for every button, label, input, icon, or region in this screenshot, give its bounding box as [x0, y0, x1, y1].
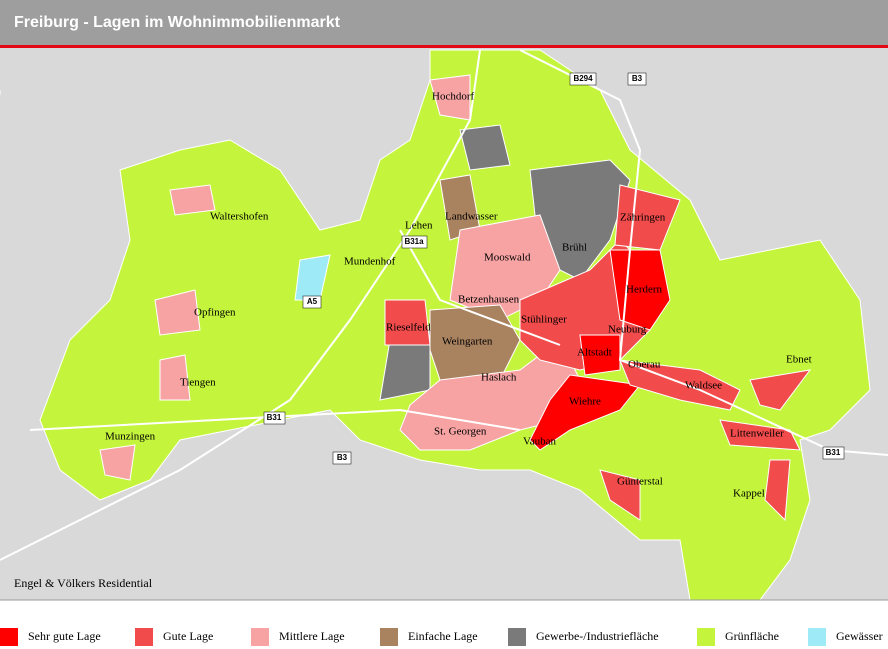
place-label: Wiehre	[569, 396, 601, 408]
legend-swatch	[808, 628, 826, 646]
road-label: B3	[337, 453, 348, 462]
road-label: B31	[826, 448, 841, 457]
credit: Engel & Völkers Residential	[14, 576, 153, 590]
road-shield	[332, 451, 352, 465]
road-shield	[401, 235, 428, 249]
place-labels: Hochdorf Waltershofen Landwasser Zähring…	[105, 91, 812, 500]
road-label: B3	[632, 74, 643, 83]
road-shield	[263, 411, 286, 425]
place-label: Betzenhausen	[458, 294, 520, 306]
place-label: Herdern	[626, 284, 663, 296]
place-label: Oberau	[628, 359, 661, 371]
legend: Sehr gute Lage Gute Lage Mittlere Lage Einf…	[0, 628, 883, 646]
legend-label: Gewerbe-/Industriefläche	[536, 629, 659, 643]
road-label: B31	[267, 413, 282, 422]
place-label: Mooswald	[484, 252, 531, 264]
place-label: Altstadt	[577, 347, 612, 359]
road-label: B294	[573, 74, 593, 83]
place-label: St. Georgen	[434, 426, 487, 438]
title: Freiburg - Lagen im Wohnimmobilienmarkt	[14, 14, 341, 31]
legend-swatch	[0, 628, 18, 646]
road-shield	[627, 72, 647, 86]
legend-label: Grünfläche	[725, 629, 779, 643]
legend-label: Einfache Lage	[408, 629, 478, 643]
road-shield	[822, 446, 845, 460]
road-shield	[569, 72, 597, 86]
place-label: Günterstal	[617, 476, 663, 488]
road-label: B31a	[404, 237, 424, 246]
place-label: Haslach	[481, 372, 517, 384]
legend-swatch	[508, 628, 526, 646]
roads	[0, 49, 888, 561]
place-label: Vauban	[523, 436, 556, 448]
place-label: Ebnet	[786, 354, 812, 366]
legend-swatch	[135, 628, 153, 646]
place-label: Stühlinger	[521, 314, 567, 326]
place-label: Landwasser	[445, 211, 498, 223]
legend-swatch	[251, 628, 269, 646]
header-bar	[0, 0, 888, 45]
place-label: Lehen	[405, 220, 433, 232]
place-label: Waltershofen	[210, 211, 269, 223]
header-rule	[0, 45, 888, 48]
map-shapes	[0, 49, 871, 601]
road-label: A5	[307, 297, 318, 306]
place-label: Waldsee	[685, 380, 722, 392]
place-label: Opfingen	[194, 307, 236, 319]
place-label: Weingarten	[442, 336, 493, 348]
place-label: Munzingen	[105, 431, 156, 443]
legend-label: Gute Lage	[163, 629, 213, 643]
legend-label: Sehr gute Lage	[28, 629, 101, 643]
place-label: Tiengen	[180, 377, 216, 389]
legend-swatch	[380, 628, 398, 646]
legend-label: Gewässer	[836, 629, 883, 643]
place-label: Neuburg	[608, 324, 647, 336]
place-label: Mundenhof	[344, 256, 396, 268]
place-label: Brühl	[562, 242, 587, 254]
legend-swatch	[697, 628, 715, 646]
place-label: Littenweiler	[730, 428, 784, 440]
road-labels: B294 B3 B31a A5 B31 B3 B31	[263, 72, 845, 465]
road-shield	[302, 295, 322, 309]
place-label: Hochdorf	[432, 91, 474, 103]
place-label: Zähringen	[620, 212, 666, 224]
place-label: Kappel	[733, 488, 765, 500]
legend-label: Mittlere Lage	[279, 629, 345, 643]
place-label: Rieselfeld	[386, 322, 431, 334]
